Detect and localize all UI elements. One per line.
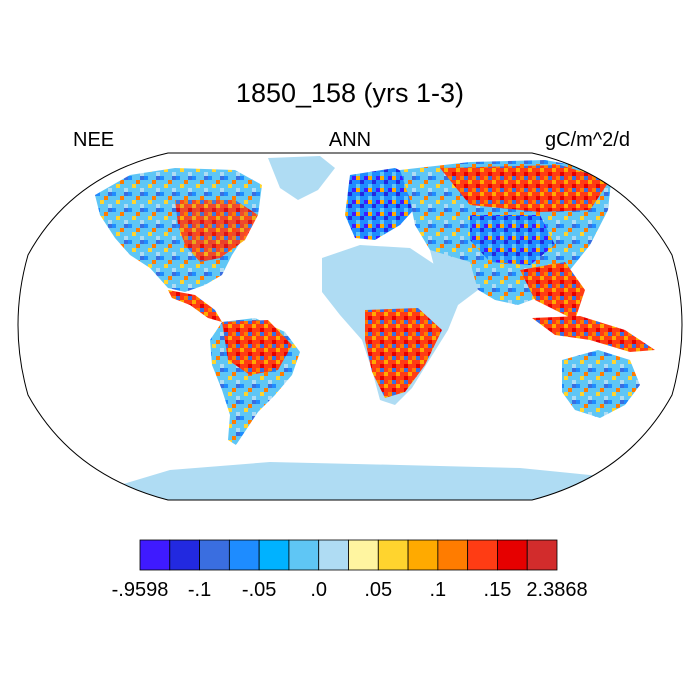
colorbar-swatch (199, 539, 230, 571)
colorbar: -.9598 -.1 -.05 .0 .05 .1 .15 2.3868 (112, 539, 588, 601)
australia (562, 350, 640, 418)
colorbar-swatch (497, 539, 528, 571)
colorbar-swatch (407, 539, 439, 571)
antarctica (100, 462, 660, 500)
north-america-east-hot (175, 200, 258, 262)
colorbar-tick-label: 2.3868 (526, 579, 587, 601)
globe-outline (17, 152, 683, 501)
colorbar-tick-label: .15 (484, 579, 512, 601)
colorbar-swatch (526, 539, 558, 571)
colorbar-swatch (228, 539, 260, 571)
siberia-hot (440, 165, 610, 212)
colorbar-swatch (377, 539, 409, 571)
north-america (95, 168, 262, 292)
colorbar-swatch (169, 539, 200, 571)
colorbar-tick-label: -.9598 (112, 579, 169, 601)
colorbar-swatch (437, 539, 469, 571)
units-label: gC/m^2/d (545, 129, 630, 151)
colorbar-tick-label: .1 (430, 579, 447, 601)
colorbar-swatch (348, 539, 379, 571)
colorbar-swatch (288, 539, 320, 571)
central-asia-cool (470, 215, 555, 265)
central-africa (365, 308, 442, 398)
colorbar-swatch (467, 539, 498, 571)
colorbar-tick-label: -.05 (242, 579, 276, 601)
greenland (268, 156, 335, 200)
amazon (222, 320, 292, 375)
colorbar-swatch (318, 539, 349, 571)
land-fields (95, 156, 660, 500)
figure-title: 1850_158 (yrs 1-3) (235, 78, 465, 108)
colorbar-tick-label: -.1 (188, 579, 211, 601)
colorbar-swatch (258, 539, 290, 571)
variable-label: NEE (73, 129, 115, 151)
colorbar-tick-label: .0 (310, 579, 327, 601)
indonesia (532, 316, 655, 352)
colorbar-swatch (139, 539, 171, 571)
central-america (168, 290, 222, 322)
arabia (430, 250, 478, 305)
season-label: ANN (328, 129, 372, 151)
colorbar-tick-label: .05 (364, 579, 392, 601)
europe (345, 168, 420, 240)
southeast-asia (520, 262, 585, 320)
